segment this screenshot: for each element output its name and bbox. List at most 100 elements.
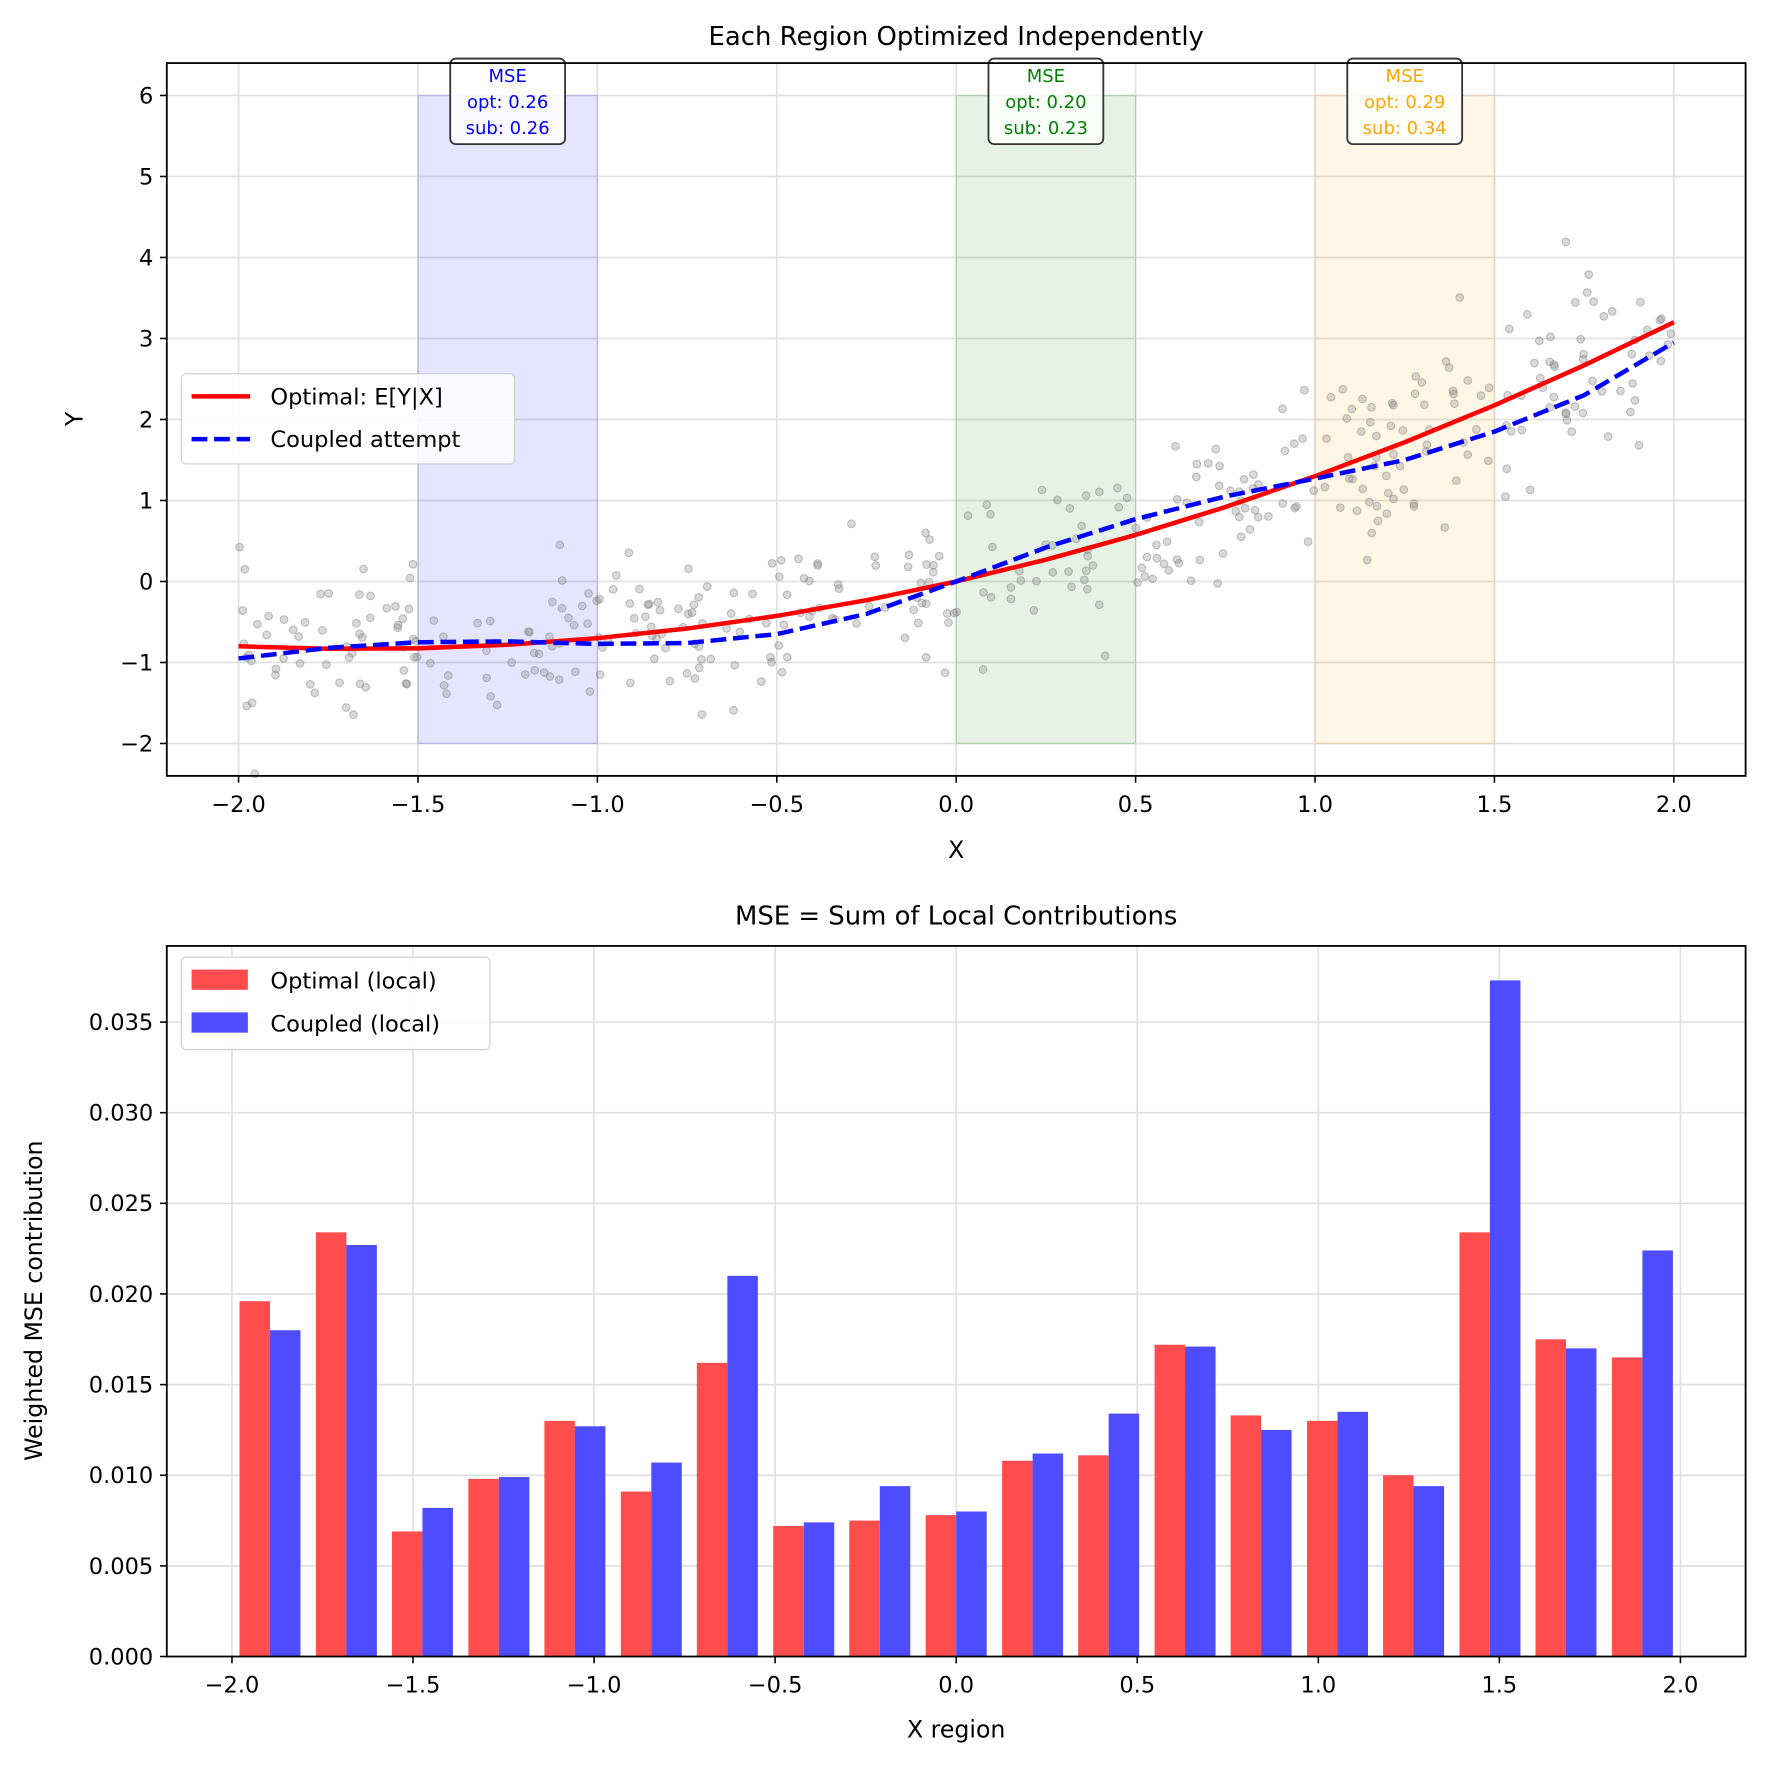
scatter-point (355, 679, 365, 689)
scatter-point (1534, 336, 1544, 346)
coupled-attempt-line (238, 340, 1675, 661)
scatter-point (1352, 506, 1362, 516)
bar-optimal-local (1611, 1357, 1643, 1657)
scatter-point (279, 654, 288, 663)
scatter-point (1655, 315, 1665, 325)
scatter-point (903, 562, 913, 572)
scatter-point (271, 664, 281, 674)
scatter-point (1236, 532, 1246, 542)
scatter-point (1502, 464, 1512, 474)
scatter-point (682, 668, 692, 678)
scatter-point (684, 564, 693, 574)
bar-optimal-local (1307, 1420, 1338, 1657)
scatter-point (1386, 421, 1396, 431)
scatter-point (1231, 506, 1241, 516)
scatter-point (834, 584, 844, 594)
scatter-point (1077, 521, 1087, 531)
scatter-point (1382, 509, 1392, 518)
scatter-point (443, 671, 453, 681)
scatter-point (1131, 523, 1141, 533)
scatter-point (1114, 502, 1124, 512)
scatter-point (507, 658, 517, 667)
scatter-point (655, 605, 665, 615)
x-tick-label: −1.5 (386, 1673, 441, 1699)
y-tick-label: −2 (120, 731, 153, 757)
scatter-point (1290, 503, 1300, 513)
scatter-point (756, 677, 766, 686)
scatter-point (1582, 288, 1592, 297)
region-shade (1314, 94, 1495, 745)
scatter-point (1635, 297, 1645, 307)
y-tick-label: 0.010 (89, 1463, 153, 1489)
scatter-point (813, 561, 823, 570)
x-tick-label: 2.0 (1656, 792, 1692, 818)
scatter-point (1162, 537, 1172, 547)
scatter-point (1561, 237, 1571, 247)
bar-optimal-local (696, 1362, 728, 1657)
scatter-point (1441, 357, 1451, 366)
scatter-point (1203, 459, 1213, 468)
x-tick-label: 0.0 (938, 1673, 974, 1699)
scatter-point (777, 667, 787, 677)
scatter-point (557, 576, 567, 585)
scatter-point (942, 609, 952, 618)
mse-annotation-text: opt: 0.26 (467, 92, 548, 113)
scatter-point (1409, 501, 1419, 511)
scatter-point (1356, 427, 1366, 436)
x-tick-label: −1.0 (567, 1673, 622, 1699)
x-tick-label: −0.5 (749, 792, 804, 818)
scatter-point (611, 571, 621, 580)
scatter-point (916, 578, 926, 588)
scatter-point (1546, 332, 1555, 342)
scatter-point (1409, 499, 1419, 508)
scatter-point (401, 679, 411, 688)
scatter-point (1362, 555, 1372, 565)
scatter-point (706, 654, 716, 664)
scatter-point (393, 620, 403, 630)
scatter-point (1389, 494, 1398, 504)
scatter-point (1463, 450, 1473, 460)
scatter-point (1371, 431, 1381, 441)
scatter-point (986, 509, 995, 519)
scatter-point (1567, 427, 1577, 437)
mse-annotation-text: MSE (1386, 66, 1424, 87)
scatter-point (1372, 501, 1382, 511)
scatter-point (1398, 426, 1408, 435)
scatter-point (1067, 582, 1076, 592)
scatter-point (473, 618, 482, 628)
scatter-point (271, 670, 280, 680)
scatter-point (635, 584, 644, 594)
scatter-point (805, 612, 814, 622)
scatter-point (584, 588, 593, 598)
scatter-point (1399, 485, 1409, 494)
scatter-point (722, 623, 731, 633)
scatter-point (1171, 441, 1180, 451)
bar-optimal-local (1230, 1415, 1262, 1657)
scatter-point (979, 587, 988, 597)
scatter-point (238, 606, 248, 615)
scatter-point (735, 627, 745, 637)
scatter-point (833, 580, 843, 589)
scatter-point (1561, 409, 1571, 419)
mse-annotation-text: opt: 0.20 (1005, 92, 1086, 113)
scatter-point (730, 660, 740, 670)
scatter-point (625, 678, 635, 688)
scatter-point (1365, 417, 1375, 427)
scatter-point (279, 615, 289, 625)
scatter-point (1656, 356, 1666, 366)
scatter-point (570, 667, 580, 677)
scatter-point (649, 654, 659, 664)
scatter-point (1422, 440, 1432, 450)
scatter-point (1088, 561, 1098, 570)
scatter-point (689, 600, 699, 610)
scatter-point (1032, 576, 1041, 586)
scatter-point (982, 500, 991, 510)
bar-optimal-local (1459, 1232, 1490, 1657)
scatter-point (539, 668, 549, 677)
scatter-point (288, 625, 298, 635)
scatter-point (1309, 486, 1319, 496)
scatter-point (1082, 584, 1092, 594)
scatter-point (264, 611, 273, 621)
scatter-point (1358, 484, 1368, 494)
scatter-point (673, 604, 683, 614)
